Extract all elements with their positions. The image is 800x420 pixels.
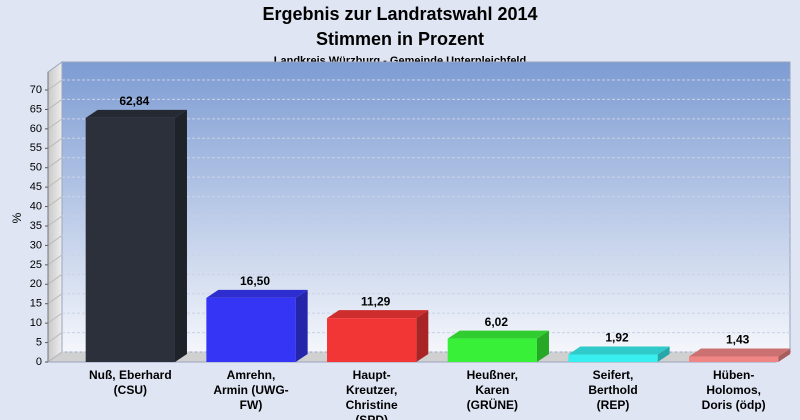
x-tick-label: Amrehn, Armin (UWG-FW): [213, 368, 289, 412]
chart-title: Ergebnis zur Landratswahl 2014: [262, 4, 537, 24]
bar-top: [689, 348, 791, 357]
bar-side: [657, 346, 670, 362]
value-label: 6,02: [485, 315, 509, 329]
bar-side: [416, 310, 429, 362]
bar-side: [536, 330, 549, 362]
bar: [689, 356, 779, 362]
grid-line: [47, 157, 63, 169]
bar-side: [295, 289, 308, 362]
y-tick-label: 30: [30, 239, 42, 251]
bar-side: [778, 348, 791, 362]
grid-line: [47, 118, 63, 130]
bar-top: [206, 289, 308, 298]
y-tick-label: 25: [30, 259, 42, 271]
y-axis-label: %: [10, 212, 24, 223]
bar: [206, 297, 296, 362]
grid-line: [47, 176, 63, 188]
value-label: 62,84: [119, 94, 149, 108]
y-tick-label: 0: [36, 356, 42, 368]
y-tick-label: 45: [30, 181, 42, 193]
y-tick-label: 40: [30, 200, 42, 212]
x-tick-label: Haupt-Kreutzer, Christine (SPD): [345, 368, 398, 420]
grid-line: [47, 293, 63, 305]
grid-line: [47, 215, 63, 227]
y-tick-label: 10: [30, 317, 42, 329]
value-label: 11,29: [361, 294, 391, 308]
y-tick-label: 50: [30, 162, 42, 174]
grid-line: [47, 99, 63, 110]
bar-top: [568, 346, 670, 355]
grid-line: [47, 137, 63, 149]
y-tick-label: 20: [30, 278, 42, 290]
grid-line: [47, 312, 63, 324]
bar: [327, 318, 417, 362]
y-tick-label: 70: [30, 84, 42, 96]
bar: [85, 117, 175, 362]
side-wall: [47, 61, 63, 363]
chart-title: Stimmen in Prozent: [316, 29, 484, 49]
y-tick-label: 35: [30, 220, 42, 232]
y-tick-label: 15: [30, 298, 42, 310]
y-tick-label: 55: [30, 142, 42, 154]
bar-top: [447, 330, 549, 339]
x-tick-label: Hüben-Holomos, Doris (ödp): [701, 368, 766, 412]
grid-line: [47, 79, 63, 91]
grid-line: [47, 254, 63, 266]
x-tick-label: Nuß, Eberhard (CSU): [88, 368, 172, 397]
bar-top: [85, 109, 187, 118]
grid-line: [47, 196, 63, 207]
grid-line: [47, 273, 63, 285]
bar-side: [174, 109, 187, 362]
y-tick-label: 65: [30, 103, 42, 115]
y-tick-label: 60: [30, 123, 42, 135]
bar-top: [327, 310, 429, 319]
bar: [447, 338, 537, 362]
bar: [568, 354, 658, 362]
grid-line: [47, 351, 63, 363]
value-label: 1,43: [726, 333, 750, 347]
value-label: 1,92: [605, 331, 629, 345]
grid-line: [47, 235, 63, 246]
grid-line: [47, 332, 63, 343]
value-label: 16,50: [240, 274, 270, 288]
x-tick-label: Heußner, Karen (GRÜNE): [466, 368, 518, 412]
y-tick-label: 5: [36, 336, 42, 348]
x-tick-label: Seifert, Berthold (REP): [588, 368, 638, 412]
